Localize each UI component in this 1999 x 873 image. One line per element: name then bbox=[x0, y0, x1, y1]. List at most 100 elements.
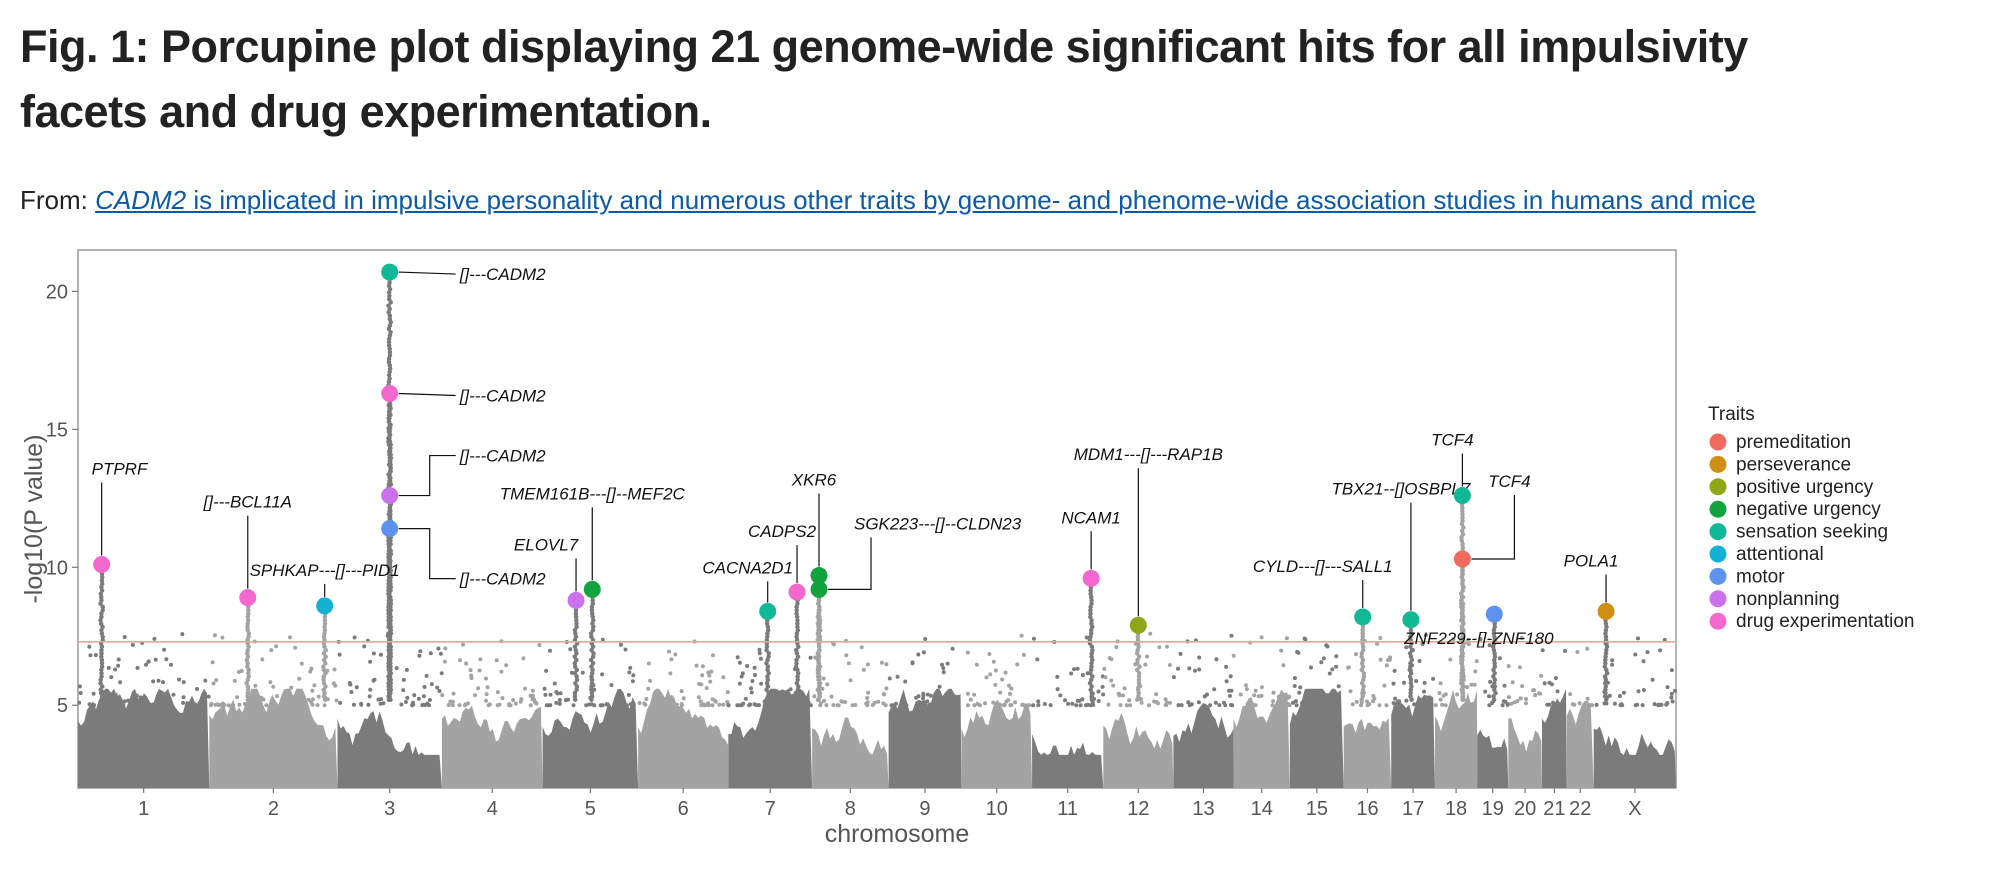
gene-label: CADPS2 bbox=[748, 522, 817, 541]
snp-scatter-4 bbox=[440, 639, 542, 708]
legend-label: sensation seeking bbox=[1736, 522, 1888, 543]
x-tick-label: X bbox=[1628, 798, 1641, 820]
hit-annotation: CACNA2D1 bbox=[702, 558, 793, 603]
snp-scatter-11 bbox=[1031, 635, 1106, 708]
x-tick-label: 5 bbox=[585, 798, 596, 820]
gene-label: MDM1---[]---RAP1B bbox=[1074, 445, 1223, 464]
legend-swatch bbox=[1709, 545, 1727, 563]
legend-label: drug experimentation bbox=[1736, 611, 1915, 632]
chromosome-band-19 bbox=[1477, 614, 1511, 788]
gene-label: []---CADM2 bbox=[459, 447, 546, 466]
snp-density-19 bbox=[1477, 729, 1509, 788]
snp-scatter-20 bbox=[1506, 635, 1544, 706]
hit-annotation: TCF4 bbox=[1431, 431, 1474, 487]
x-tick-label: 1 bbox=[138, 798, 149, 820]
snp-density-12 bbox=[1103, 713, 1174, 788]
snp-scatter-13 bbox=[1171, 633, 1235, 708]
y-tick-label: 20 bbox=[46, 281, 68, 303]
legend-swatch bbox=[1709, 612, 1727, 630]
chromosome-band-21 bbox=[1540, 648, 1568, 788]
legend-label: negative urgency bbox=[1736, 499, 1881, 520]
x-tick-label: 15 bbox=[1306, 798, 1328, 820]
hit-annotation: []---CADM2 bbox=[398, 265, 546, 284]
x-tick-label: 8 bbox=[845, 798, 856, 820]
snp-spike bbox=[815, 588, 823, 702]
snp-spike bbox=[1134, 624, 1142, 702]
chromosome-band-13 bbox=[1171, 633, 1235, 788]
hit-point bbox=[583, 580, 601, 598]
x-tick-label: 12 bbox=[1127, 798, 1149, 820]
snp-spike bbox=[1458, 558, 1466, 702]
x-tick-label: 21 bbox=[1543, 798, 1565, 820]
hit-point bbox=[381, 384, 399, 402]
hit-point bbox=[1597, 602, 1615, 620]
gene-label: ELOVL7 bbox=[514, 535, 579, 554]
x-tick-label: 22 bbox=[1569, 798, 1591, 820]
x-tick-label: 2 bbox=[268, 798, 279, 820]
snp-spike bbox=[244, 598, 252, 702]
chromosome-band-11 bbox=[1031, 578, 1106, 788]
legend-label: nonplanning bbox=[1736, 589, 1840, 610]
legend-title: Traits bbox=[1708, 404, 1755, 425]
hit-point bbox=[1129, 616, 1147, 634]
gene-label: TCF4 bbox=[1488, 472, 1531, 491]
x-axis-label: chromosome bbox=[825, 820, 970, 848]
leader-line bbox=[828, 537, 872, 590]
hit-annotation: []---CADM2 bbox=[398, 386, 546, 405]
hit-annotation: MDM1---[]---RAP1B bbox=[1074, 445, 1223, 617]
chromosome-band-4 bbox=[440, 639, 543, 788]
chromosome-band-15 bbox=[1289, 636, 1344, 788]
snp-density-13 bbox=[1173, 703, 1234, 788]
chromosome-band-20 bbox=[1506, 635, 1544, 788]
x-tick-label: 9 bbox=[919, 798, 930, 820]
snp-density-7 bbox=[728, 688, 813, 788]
leader-line bbox=[398, 392, 456, 397]
gene-label: POLA1 bbox=[1564, 551, 1619, 570]
hit-annotation: ELOVL7 bbox=[514, 535, 579, 592]
chromosome-band-9 bbox=[887, 637, 962, 788]
gene-label: TCF4 bbox=[1431, 431, 1474, 450]
hit-annotation: []---CADM2 bbox=[398, 528, 546, 589]
gene-label: CACNA2D1 bbox=[702, 558, 793, 577]
legend-label: perseverance bbox=[1736, 454, 1851, 475]
gene-label: SGK223---[]--CLDN23 bbox=[854, 514, 1022, 533]
gene-label: SPHKAP---[]---PID1 bbox=[250, 561, 400, 580]
hit-point bbox=[788, 583, 806, 601]
legend-item: nonplanning bbox=[1709, 589, 1840, 610]
source-article-link[interactable]: CADM2 is implicated in impulsive persona… bbox=[95, 185, 1756, 215]
hit-annotation: TBX21--[]OSBPL7 bbox=[1331, 480, 1471, 611]
snp-density-21 bbox=[1542, 688, 1567, 788]
hit-annotation: POLA1 bbox=[1564, 551, 1619, 603]
hit-point bbox=[1453, 550, 1471, 568]
gene-label: CYLD---[]---SALL1 bbox=[1253, 557, 1393, 576]
hit-point bbox=[1402, 611, 1420, 629]
source-line: From: CADM2 is implicated in impulsive p… bbox=[20, 185, 1756, 215]
y-axis-label: -log10(P value) bbox=[20, 434, 48, 603]
snp-density-4 bbox=[441, 705, 543, 788]
leader-line bbox=[398, 454, 456, 497]
snp-density-3 bbox=[337, 711, 442, 788]
hit-annotation: TMEM161B---[]--MEF2C bbox=[500, 484, 686, 581]
x-tick-label: 20 bbox=[1514, 798, 1536, 820]
hit-annotation: NCAM1 bbox=[1061, 508, 1121, 570]
y-tick-label: 15 bbox=[46, 419, 68, 441]
snp-density-5 bbox=[542, 688, 639, 788]
hit-annotation: []---BCL11A bbox=[203, 493, 292, 589]
hit-annotation: ZNF229--[]-ZNF180 bbox=[1403, 629, 1554, 648]
legend-item: negative urgency bbox=[1709, 499, 1881, 520]
hit-point bbox=[93, 556, 111, 574]
snp-density-1 bbox=[78, 688, 210, 788]
snp-density-18 bbox=[1434, 689, 1478, 788]
snp-density-11 bbox=[1032, 734, 1104, 788]
hit-point bbox=[316, 597, 334, 615]
x-tick-label: 6 bbox=[678, 798, 689, 820]
legend-swatch bbox=[1709, 523, 1727, 541]
snp-spike bbox=[793, 591, 801, 702]
snp-density-15 bbox=[1289, 688, 1344, 788]
hit-point bbox=[1082, 569, 1100, 587]
x-tick-label: 14 bbox=[1251, 798, 1273, 820]
snp-density-6 bbox=[638, 688, 729, 788]
snp-spike bbox=[764, 611, 772, 702]
x-tick-label: 3 bbox=[384, 798, 395, 820]
